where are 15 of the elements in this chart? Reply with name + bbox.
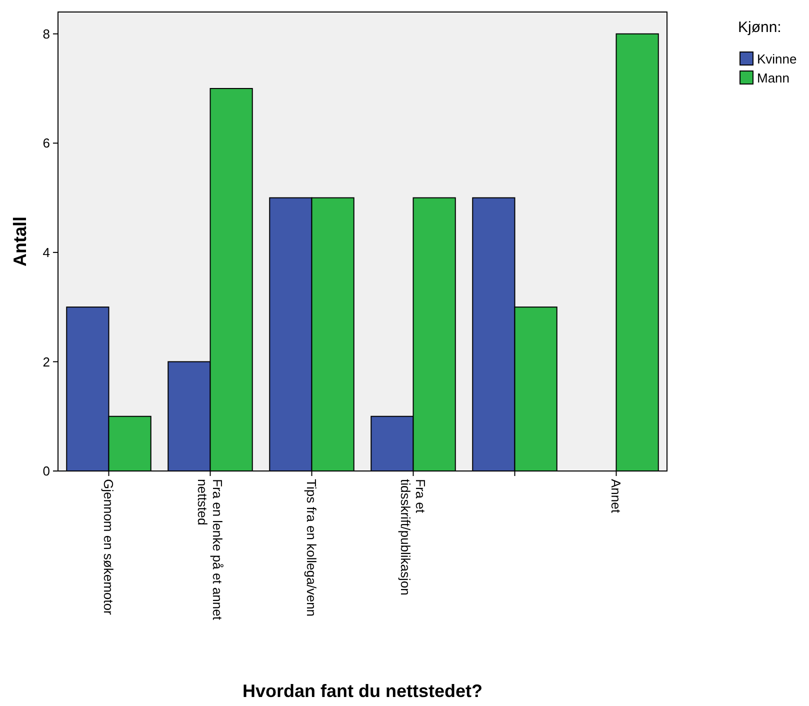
y-tick-label: 6 — [42, 136, 50, 151]
x-tick-label: Gjennom en søkemotor — [101, 479, 116, 616]
y-axis-title: Antall — [10, 216, 30, 267]
y-tick-label: 4 — [42, 244, 50, 260]
legend-label: Mann — [757, 70, 790, 86]
y-tick-label: 2 — [42, 354, 50, 370]
x-tick-label: Tips fra en kollega/venn — [304, 479, 320, 617]
x-axis-title: Hvordan fant du nettstedet? — [242, 681, 483, 701]
x-tick-label: Fra et tidsskrift/publikasjon — [398, 479, 428, 596]
legend-title: Kjønn: — [738, 19, 782, 36]
y-tick-label: 8 — [42, 26, 50, 42]
x-tick-label: Annet — [608, 479, 624, 514]
x-tick-label: Fra en lenke på et annet nettsted — [195, 479, 226, 620]
legend-label: Kvinne — [757, 52, 797, 67]
y-tick-label: 0 — [42, 464, 50, 479]
